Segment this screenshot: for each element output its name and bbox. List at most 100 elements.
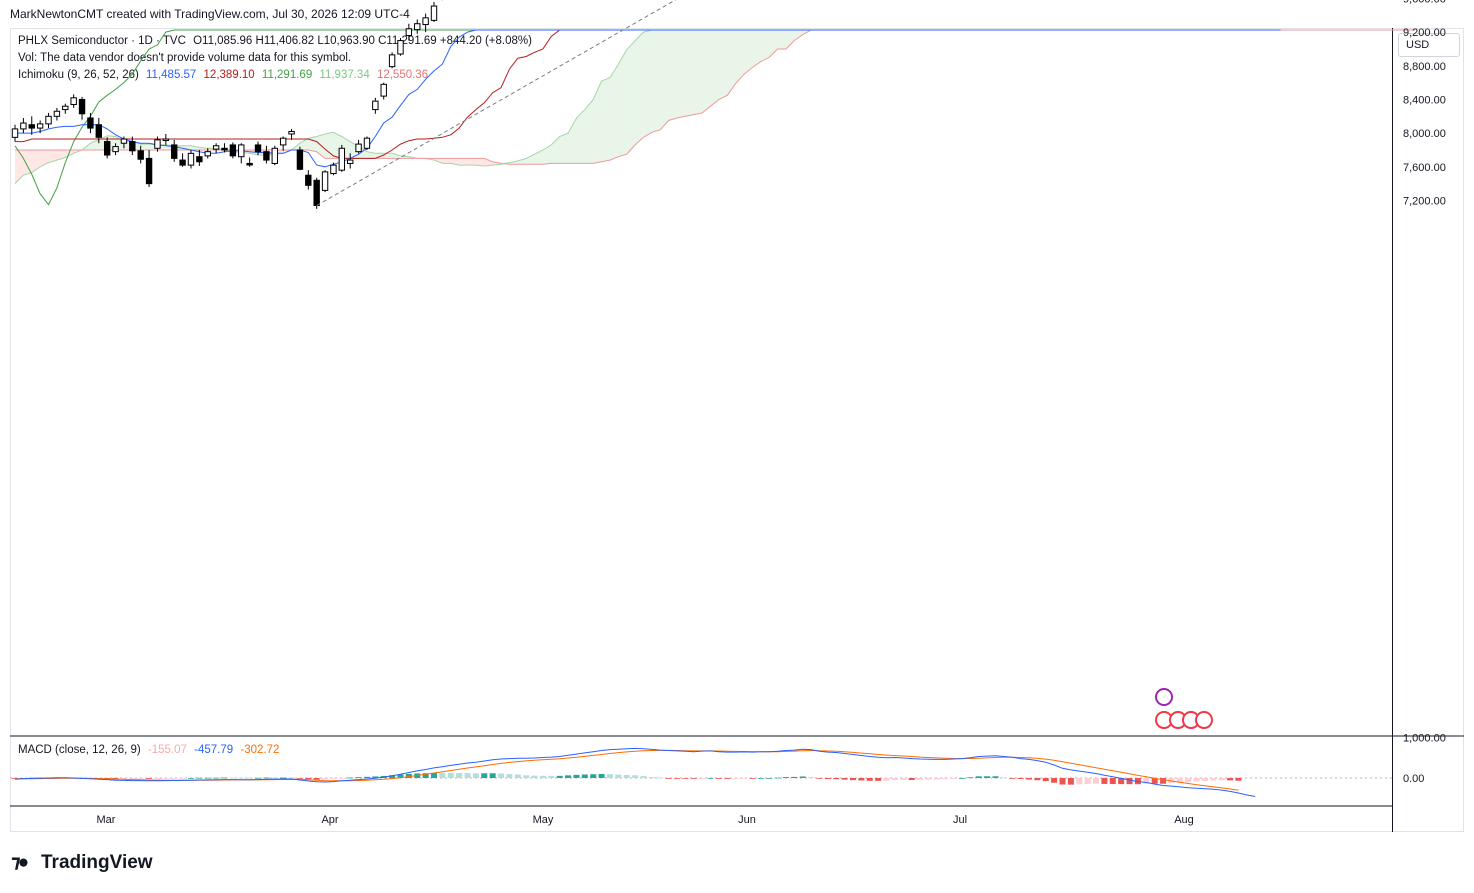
candle-body-up <box>355 143 362 153</box>
macd-histogram-bar <box>1218 778 1225 781</box>
candle-body-down <box>313 179 320 207</box>
macd-histogram-bar <box>657 777 664 779</box>
cloud-segment <box>760 30 770 62</box>
macd-histogram-bar <box>648 776 655 778</box>
ichimoku-spanB-value: 12,550.36 <box>376 69 429 81</box>
candle <box>129 136 136 156</box>
macd-histogram-bar <box>255 777 262 779</box>
candle <box>137 145 144 164</box>
ichimoku-legend[interactable]: Ichimoku (9, 26, 52, 26) 11,485.57 12,38… <box>18 69 432 81</box>
macd-histogram-bar <box>338 778 345 779</box>
candle <box>338 144 346 172</box>
candle <box>179 153 186 167</box>
macd-histogram-bar <box>313 778 320 780</box>
symbol-legend[interactable]: PHLX Semiconductor · 1D · TVC O11,085.96… <box>18 35 536 47</box>
cloud-segment <box>651 30 661 133</box>
tradingview-logo[interactable]: ⁊● TradingView <box>11 852 153 873</box>
macd-histogram-bar <box>347 777 354 779</box>
candle-body-up <box>212 145 220 150</box>
macd-histogram-bar <box>632 775 639 778</box>
macd-histogram-bar <box>925 778 932 780</box>
candle <box>212 143 220 154</box>
cloud-segment <box>190 145 200 150</box>
trend-channel-line <box>316 0 677 206</box>
macd-histogram-bar <box>732 778 739 779</box>
macd-histogram-bar <box>1025 778 1032 780</box>
macd-legend[interactable]: MACD (close, 12, 26, 9) -155.07 -457.79 … <box>18 744 283 756</box>
price-tick-label: 8,400.00 <box>1403 94 1446 106</box>
cloud-segment <box>517 158 527 165</box>
candle <box>288 128 295 140</box>
cloud-segment <box>48 149 57 163</box>
candle-body-down <box>28 124 35 129</box>
macd-histogram-bar <box>548 775 555 778</box>
macd-histogram-bar <box>766 777 773 779</box>
macd-histogram-bar <box>539 775 546 778</box>
time-tick-label: Jun <box>738 814 756 826</box>
symbol-title[interactable]: PHLX Semiconductor · 1D · TVC <box>18 35 186 47</box>
currency-selector[interactable]: USD <box>1398 33 1460 57</box>
cloud-segment <box>383 153 393 159</box>
macd-histogram-bar <box>456 772 463 778</box>
macd-label[interactable]: MACD (close, 12, 26, 9) <box>18 744 141 756</box>
candle <box>263 145 270 164</box>
candle-body-down <box>196 156 203 163</box>
candle <box>95 117 102 144</box>
macd-histogram-bar <box>1176 778 1183 783</box>
cloud-segment <box>702 30 711 113</box>
candle-body-down <box>145 157 153 185</box>
macd-histogram-bar <box>171 778 178 779</box>
macd-histogram-bar <box>288 777 295 779</box>
macd-histogram-bar <box>808 777 815 778</box>
macd-histogram-bar <box>615 774 622 778</box>
macd-histogram-bar <box>489 773 496 778</box>
cloud-segment <box>668 30 678 121</box>
cloud-segment <box>710 30 719 107</box>
macd-histogram-bar <box>405 773 412 778</box>
macd-histogram-bar <box>221 777 228 779</box>
macd-histogram-bar <box>1067 778 1074 785</box>
candle-body-up <box>112 146 119 153</box>
cloud-segment <box>735 30 745 84</box>
cloud-segment <box>467 158 476 166</box>
candle-body-up <box>330 164 337 175</box>
macd-histogram-bar <box>573 774 580 778</box>
cloud-segment <box>23 149 32 176</box>
tenkan-sen <box>15 29 1281 168</box>
candle-body-up <box>372 100 379 111</box>
macd-histogram-bar <box>674 778 681 779</box>
candle <box>238 143 245 164</box>
candle-body-up <box>45 115 52 125</box>
candle-body-down <box>254 144 262 153</box>
ichimoku-label[interactable]: Ichimoku (9, 26, 52, 26) <box>18 69 139 81</box>
candle <box>45 112 52 129</box>
macd-histogram-bar <box>967 777 974 779</box>
candle <box>62 103 69 114</box>
candle-body-down <box>129 141 136 152</box>
macd-histogram-bar <box>322 778 329 780</box>
time-tick-label: Apr <box>321 814 338 826</box>
candle-body-up <box>11 128 19 138</box>
ichimoku-spanA-value: 11,937.34 <box>319 69 370 81</box>
candle <box>405 23 413 41</box>
candle <box>196 149 203 166</box>
candle-body-down <box>171 144 178 159</box>
macd-histogram-bar <box>875 778 882 781</box>
candle <box>120 136 128 149</box>
cloud-segment <box>626 40 636 155</box>
cloud-segment <box>459 158 468 166</box>
macd-histogram-bar <box>397 774 404 778</box>
candle <box>296 146 304 171</box>
candle-body-down <box>246 162 253 166</box>
time-tick-label: Aug <box>1174 814 1194 826</box>
candle-body-up <box>405 28 413 37</box>
candle-body-up <box>414 23 421 31</box>
macd-histogram-bar <box>1235 778 1242 781</box>
candle <box>430 1 438 23</box>
price-tick-label: 7,200.00 <box>1403 195 1446 207</box>
cloud-segment <box>15 149 24 184</box>
cloud-segment <box>484 158 493 166</box>
macd-histogram-bar <box>196 777 203 779</box>
cloud-segment <box>40 149 49 167</box>
